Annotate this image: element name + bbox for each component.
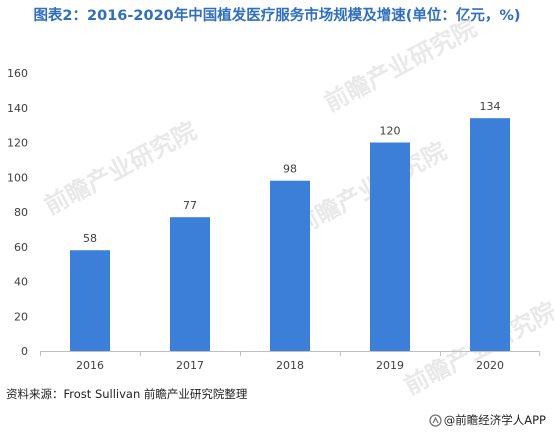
bar <box>70 250 110 351</box>
y-axis: 0 20 40 60 80 100 120 140 160 <box>7 67 28 358</box>
source-note: 资料来源：Frost Sullivan 前瞻产业研究院整理 <box>6 387 248 401</box>
data-label: 98 <box>283 163 297 176</box>
data-label: 77 <box>183 199 197 212</box>
bar <box>270 180 310 351</box>
y-tick-label: 20 <box>14 310 28 323</box>
brand-logo-icon <box>429 413 442 427</box>
data-label: 58 <box>83 232 97 245</box>
x-tick-label: 2016 <box>76 359 104 372</box>
data-label: 134 <box>480 100 501 113</box>
bars: 58 77 98 120 134 <box>70 100 510 351</box>
y-tick-label: 60 <box>14 241 28 254</box>
x-tick-label: 2018 <box>276 359 304 372</box>
y-tick-label: 120 <box>7 137 28 150</box>
x-axis: 2016 2017 2018 2019 2020 <box>40 351 540 372</box>
y-tick-label: 140 <box>7 102 28 115</box>
y-tick-label: 160 <box>7 67 28 80</box>
x-tick-label: 2020 <box>476 359 504 372</box>
y-tick-label: 80 <box>14 206 28 219</box>
y-tick-label: 0 <box>21 345 28 358</box>
brand-text: @前瞻经济学人APP <box>443 413 546 427</box>
y-tick-label: 40 <box>14 276 28 289</box>
chart-title: 图表2：2016-2020年中国植发医疗服务市场规模及增速(单位：亿元，%) <box>33 8 521 24</box>
y-tick-label: 100 <box>7 171 28 184</box>
watermark-text: 前瞻产业研究院 <box>320 14 481 118</box>
brand-credit: @前瞻经济学人APP <box>429 412 546 428</box>
bar <box>470 118 510 351</box>
bar <box>170 217 210 351</box>
x-tick-label: 2017 <box>176 359 204 372</box>
bar <box>370 142 410 351</box>
watermark-text: 前瞻产业研究院 <box>40 117 201 221</box>
data-label: 120 <box>380 125 401 138</box>
x-tick-label: 2019 <box>376 359 404 372</box>
